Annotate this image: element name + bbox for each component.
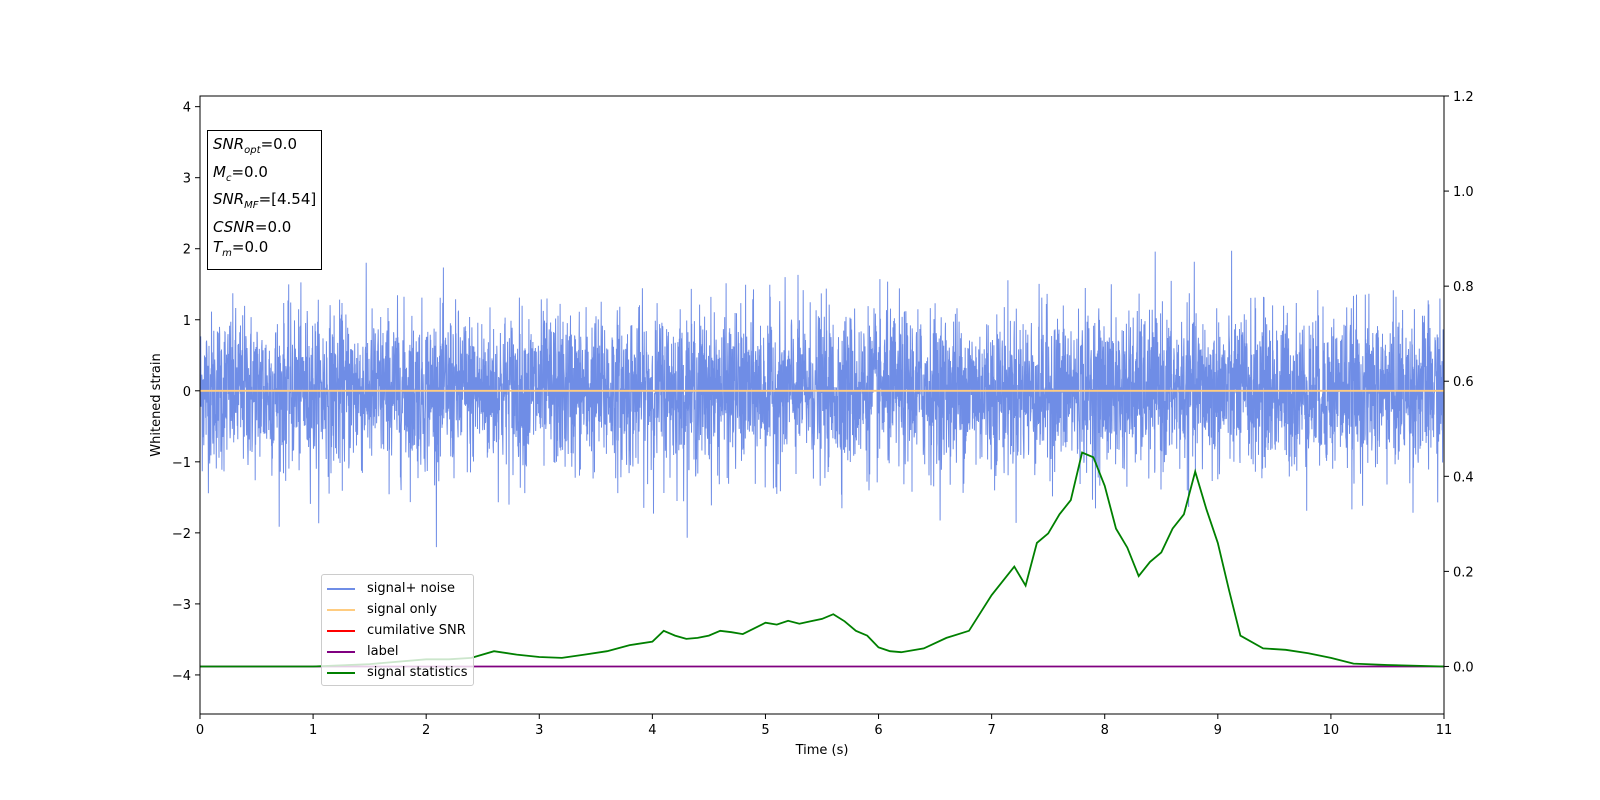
y-tick-label: −3 xyxy=(172,598,191,613)
x-tick-label: 5 xyxy=(761,723,769,738)
legend-swatch xyxy=(327,587,355,590)
snr-opt-value: =0.0 xyxy=(260,135,297,153)
legend-item: signal+ noise xyxy=(327,578,468,599)
y2-tick-label: 0.6 xyxy=(1453,375,1474,390)
tm-value: =0.0 xyxy=(231,238,269,256)
legend-label: label xyxy=(367,644,399,659)
legend-label: signal statistics xyxy=(367,665,468,680)
y2-tick-label: 0.8 xyxy=(1453,280,1474,295)
legend-item: cumilative SNR xyxy=(327,620,468,641)
snr-mf-subscript: MF xyxy=(244,200,259,211)
mc-subscript: c xyxy=(225,172,232,184)
legend-swatch xyxy=(327,671,355,674)
y-tick-label: −1 xyxy=(172,456,191,471)
legend-swatch xyxy=(327,629,355,632)
mc-line: Mc=0.0 xyxy=(213,162,316,190)
x-tick-label: 4 xyxy=(648,723,656,738)
snr-mf-value: =[4.54] xyxy=(258,190,317,208)
legend-label: signal only xyxy=(367,602,438,617)
y2-tick-label: 0.4 xyxy=(1453,470,1474,485)
x-tick-label: 9 xyxy=(1214,723,1222,738)
x-axis-label: Time (s) xyxy=(795,743,849,758)
legend-item: signal only xyxy=(327,599,468,620)
y2-tick-label: 1.2 xyxy=(1453,90,1474,105)
legend-label: cumilative SNR xyxy=(367,623,466,638)
x-tick-label: 7 xyxy=(987,723,995,738)
x-tick-label: 10 xyxy=(1323,723,1340,738)
annotation-box: SNRopt=0.0 Mc=0.0 SNRMF=[4.54] CSNR=0.0 … xyxy=(207,130,323,270)
csnr-symbol: CSNR xyxy=(213,217,255,236)
tm-line: Tm=0.0 xyxy=(213,237,316,265)
y2-tick-label: 0.0 xyxy=(1453,660,1474,675)
y-tick-label: 3 xyxy=(183,172,191,187)
y2-tick-label: 0.2 xyxy=(1453,565,1474,580)
signal-noise-series xyxy=(199,250,1445,548)
y-tick-label: 1 xyxy=(183,314,191,329)
y-tick-label: −4 xyxy=(172,669,191,684)
y-tick-label: 4 xyxy=(183,101,191,116)
snr-opt-line: SNRopt=0.0 xyxy=(213,134,316,162)
signal-noise-line xyxy=(199,250,1445,548)
legend-item: signal statistics xyxy=(327,662,468,683)
tm-symbol: T xyxy=(213,238,223,256)
x-tick-label: 11 xyxy=(1436,723,1453,738)
snr-opt-subscript: opt xyxy=(244,145,261,156)
snr-mf-symbol: SNR xyxy=(213,190,245,208)
legend: signal+ noise signal only cumilative SNR la… xyxy=(321,574,474,686)
y2-tick-label: 1.0 xyxy=(1453,185,1474,200)
y-tick-label: −2 xyxy=(172,527,191,542)
x-tick-label: 3 xyxy=(535,723,543,738)
legend-swatch xyxy=(327,650,355,653)
series-line-4 xyxy=(200,451,1445,668)
legend-item: label xyxy=(327,641,468,662)
x-tick-label: 1 xyxy=(309,723,317,738)
x-tick-label: 8 xyxy=(1101,723,1109,738)
axis-ticks: 0 1 2 3 4 5 6 7 8 9 10 1143210−1−2−3−41.21.00.80.60… xyxy=(172,90,1474,738)
x-tick-label: 2 xyxy=(422,723,430,738)
legend-swatch xyxy=(327,608,355,611)
csnr-value: =0.0 xyxy=(254,217,292,236)
snr-opt-symbol: SNR xyxy=(213,135,245,153)
mc-value: =0.0 xyxy=(231,162,268,181)
y-tick-label: 2 xyxy=(183,243,191,258)
mc-symbol: M xyxy=(213,162,226,181)
csnr-line: CSNR=0.0 xyxy=(213,217,316,238)
x-tick-label: 6 xyxy=(874,723,882,738)
y-axis-label: Whitened strain xyxy=(149,353,164,456)
tm-subscript: m xyxy=(222,248,232,259)
y-tick-label: 0 xyxy=(183,385,191,400)
plot-frame xyxy=(199,95,1445,715)
x-tick-label: 0 xyxy=(196,723,204,738)
snr-mf-line: SNRMF=[4.54] xyxy=(213,189,316,217)
legend-label: signal+ noise xyxy=(367,581,456,596)
